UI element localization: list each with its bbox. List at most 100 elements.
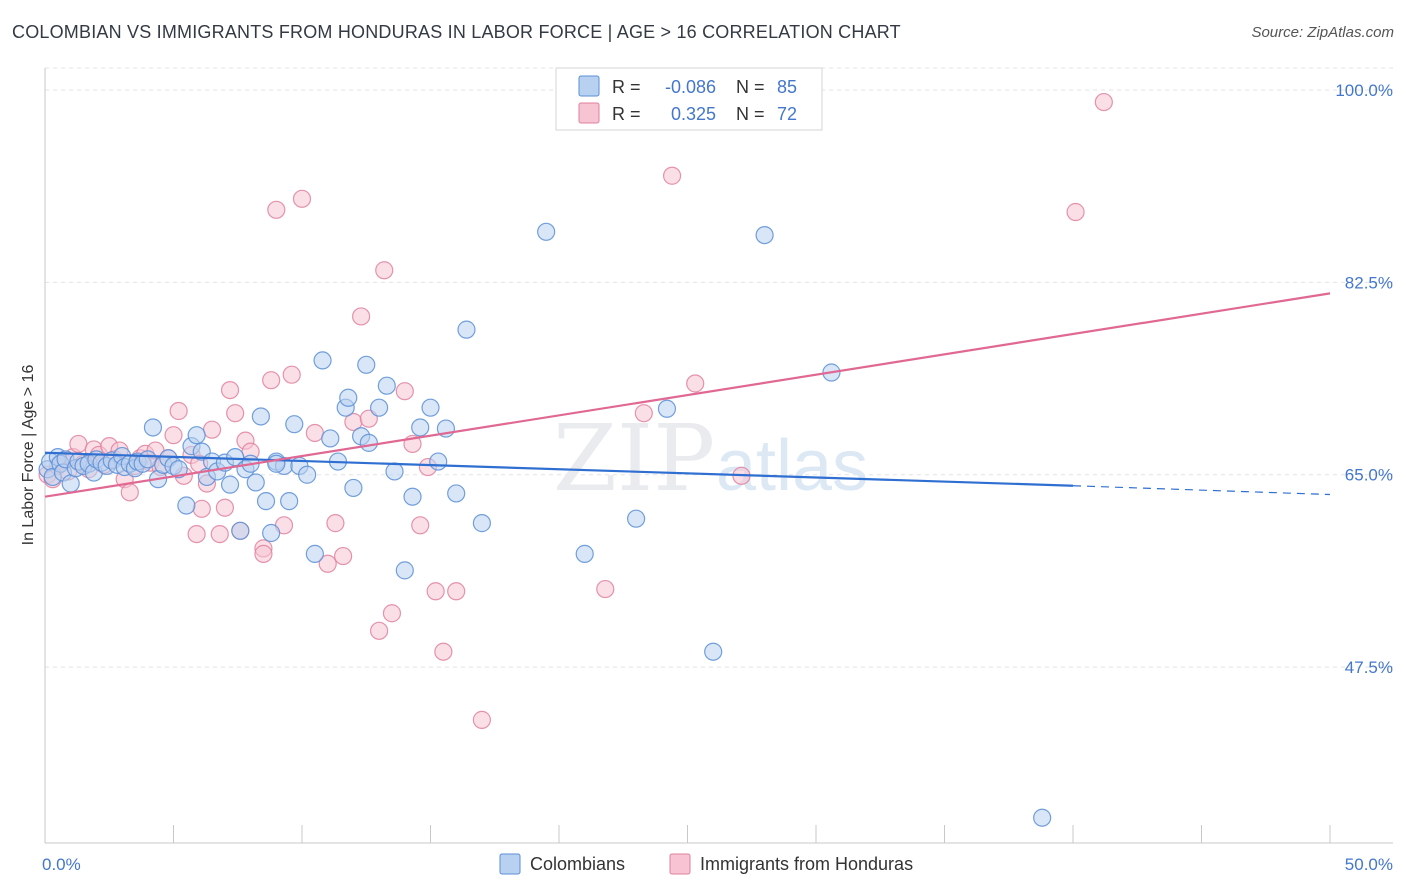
point-colombians-82 <box>357 355 376 374</box>
point-honduras-25 <box>169 401 188 421</box>
point-colombians-44 <box>246 473 265 492</box>
legend-swatch-honduras <box>578 102 600 124</box>
point-honduras-45 <box>305 423 324 443</box>
point-honduras-43 <box>282 365 301 384</box>
point-honduras-63 <box>634 404 653 423</box>
point-colombians-51 <box>285 415 304 434</box>
point-honduras-29 <box>192 499 211 518</box>
point-honduras-60 <box>447 582 466 601</box>
legend-bottom-swatch-honduras <box>669 853 691 875</box>
point-honduras-70 <box>254 544 273 563</box>
trend-line-honduras <box>44 292 1331 498</box>
point-honduras-40 <box>262 371 281 390</box>
point-honduras-28 <box>187 524 206 544</box>
point-colombians-69 <box>429 452 448 471</box>
y-tick-label-3: 100.0% <box>1335 81 1393 100</box>
grid-lines <box>45 67 1393 668</box>
point-honduras-64 <box>662 166 682 185</box>
point-colombians-46 <box>256 492 276 511</box>
point-colombians-59 <box>344 478 363 498</box>
y-axis-label: In Labor Force | Age > 16 <box>20 365 37 546</box>
point-colombians-79 <box>755 225 774 245</box>
point-colombians-50 <box>280 492 299 511</box>
legend-bottom-swatch-colombians <box>499 853 521 875</box>
legend-n-value-colombians: 85 <box>777 77 797 97</box>
correlation-legend: R = -0.086 N = 85 R = 0.325 N = 72 <box>555 67 823 131</box>
point-colombians-41 <box>231 521 250 540</box>
point-honduras-69 <box>375 261 394 280</box>
y-axis-tick-labels: 47.5% 65.0% 82.5% 100.0% <box>1335 81 1393 677</box>
point-honduras-52 <box>370 621 389 640</box>
legend-r-label-colombians: R = <box>612 77 641 97</box>
point-honduras-41 <box>267 200 286 219</box>
point-honduras-44 <box>292 189 312 208</box>
point-colombians-61 <box>359 433 378 452</box>
point-honduras-53 <box>382 604 402 623</box>
point-colombians-56 <box>321 429 340 448</box>
watermark-atlas: atlas <box>716 426 868 506</box>
point-colombians-71 <box>447 484 466 503</box>
point-colombians-30 <box>169 460 188 479</box>
point-honduras-31 <box>202 420 222 439</box>
point-honduras-67 <box>1066 202 1085 222</box>
point-colombians-77 <box>657 399 677 418</box>
point-colombians-81 <box>1033 808 1052 827</box>
point-colombians-65 <box>395 561 414 580</box>
point-colombians-7 <box>61 474 80 493</box>
point-colombians-39 <box>220 475 240 494</box>
point-colombians-31 <box>177 496 196 515</box>
point-colombians-62 <box>370 398 389 417</box>
point-honduras-56 <box>411 516 430 535</box>
y-tick-label-1: 65.0% <box>1345 466 1393 485</box>
point-colombians-68 <box>421 398 440 417</box>
legend-r-label-honduras: R = <box>612 104 641 124</box>
legend-r-value-colombians: -0.086 <box>665 77 716 97</box>
legend-box <box>555 67 823 131</box>
legend-n-value-honduras: 72 <box>777 104 797 124</box>
trend-line-colombians <box>44 451 1074 487</box>
point-honduras-68 <box>1094 92 1113 112</box>
point-colombians-74 <box>537 222 556 241</box>
zipatlas-watermark: ZIP atlas <box>553 405 868 512</box>
legend-bottom-label-honduras: Immigrants from Honduras <box>700 854 913 874</box>
point-colombians-55 <box>313 351 332 370</box>
point-colombians-72 <box>457 320 476 339</box>
point-honduras-61 <box>472 710 491 729</box>
legend-n-label-honduras: N = <box>736 104 765 124</box>
legend-bottom-label-colombians: Colombians <box>530 854 625 874</box>
point-honduras-35 <box>226 404 245 423</box>
y-tick-label-2: 82.5% <box>1345 273 1393 292</box>
point-colombians-67 <box>411 418 430 437</box>
series-colombians <box>38 222 1052 827</box>
point-colombians-84 <box>267 454 286 473</box>
point-colombians-75 <box>575 544 594 563</box>
point-colombians-47 <box>262 523 281 543</box>
point-honduras-50 <box>352 307 371 326</box>
trend-line-extension-colombians <box>1072 485 1331 496</box>
point-honduras-46 <box>318 554 337 573</box>
point-colombians-25 <box>143 418 163 437</box>
x-axis-ticks <box>44 825 1331 843</box>
point-colombians-76 <box>626 509 646 528</box>
point-honduras-58 <box>426 582 445 601</box>
point-colombians-83 <box>339 388 358 407</box>
watermark-zip: ZIP <box>553 405 715 512</box>
point-honduras-34 <box>220 380 240 400</box>
point-honduras-48 <box>334 546 353 566</box>
legend-r-value-honduras: 0.325 <box>671 104 716 124</box>
point-honduras-59 <box>434 642 453 661</box>
point-colombians-73 <box>472 514 491 533</box>
legend-n-label-colombians: N = <box>736 77 765 97</box>
point-honduras-24 <box>164 426 183 445</box>
legend-swatch-colombians <box>578 75 600 97</box>
point-colombians-63 <box>377 376 396 395</box>
x-tick-label-max: 50.0% <box>1345 855 1393 874</box>
y-tick-label-0: 47.5% <box>1345 658 1393 677</box>
point-honduras-65 <box>686 374 705 393</box>
point-honduras-62 <box>596 579 615 599</box>
point-honduras-47 <box>326 514 345 533</box>
trend-lines <box>44 292 1331 498</box>
point-colombians-45 <box>251 407 270 426</box>
point-colombians-66 <box>403 487 422 506</box>
